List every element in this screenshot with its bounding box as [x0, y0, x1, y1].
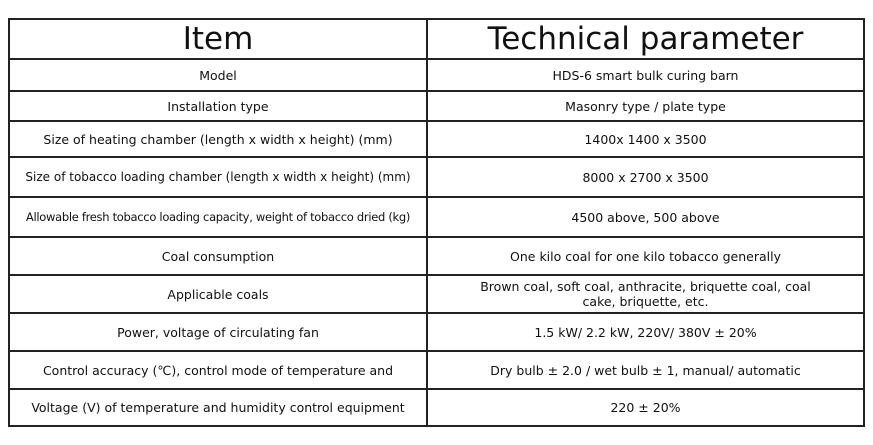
- spec-table: Item Technical parameter Model HDS-6 smar…: [8, 18, 865, 427]
- table-row: Size of tobacco loading chamber (length …: [8, 156, 865, 198]
- table-row: Installation type Masonry type / plate ty…: [8, 90, 865, 122]
- value-cell: One kilo coal for one kilo tobacco gener…: [426, 236, 865, 276]
- value-cell: HDS-6 smart bulk curing barn: [426, 58, 865, 92]
- item-cell: Installation type: [8, 90, 428, 122]
- value-cell: 1.5 kW/ 2.2 kW, 220V/ 380V ± 20%: [426, 312, 865, 352]
- header-parameter: Technical parameter: [426, 18, 865, 60]
- table-row: Power, voltage of circulating fan 1.5 kW/…: [8, 312, 865, 352]
- header-row: Item Technical parameter: [8, 18, 865, 60]
- value-cell: 8000 x 2700 x 3500: [426, 156, 865, 198]
- item-cell: Size of tobacco loading chamber (length …: [8, 156, 428, 198]
- item-cell: Model: [8, 58, 428, 92]
- value-cell: Dry bulb ± 2.0 / wet bulb ± 1, manual/ a…: [426, 350, 865, 390]
- table-row: Size of heating chamber (length x width …: [8, 120, 865, 158]
- header-item: Item: [8, 18, 428, 60]
- table-row: Applicable coals Brown coal, soft coal, a…: [8, 274, 865, 314]
- table-row: Model HDS-6 smart bulk curing barn: [8, 58, 865, 92]
- value-cell: 1400x 1400 x 3500: [426, 120, 865, 158]
- item-cell: Size of heating chamber (length x width …: [8, 120, 428, 158]
- value-cell: 220 ± 20%: [426, 388, 865, 427]
- value-cell: Masonry type / plate type: [426, 90, 865, 122]
- item-cell: Applicable coals: [8, 274, 428, 314]
- table-row: Coal consumption One kilo coal for one ki…: [8, 236, 865, 276]
- item-cell: Allowable fresh tobacco loading capacity…: [8, 196, 428, 238]
- item-cell: Voltage (V) of temperature and humidity …: [8, 388, 428, 427]
- table-row: Allowable fresh tobacco loading capacity…: [8, 196, 865, 238]
- value-cell: 4500 above, 500 above: [426, 196, 865, 238]
- item-cell: Control accuracy (℃), control mode of te…: [8, 350, 428, 390]
- value-cell: Brown coal, soft coal, anthracite, briqu…: [426, 274, 865, 314]
- item-cell: Coal consumption: [8, 236, 428, 276]
- item-cell: Power, voltage of circulating fan: [8, 312, 428, 352]
- table-row: Voltage (V) of temperature and humidity …: [8, 388, 865, 427]
- table-row: Control accuracy (℃), control mode of te…: [8, 350, 865, 390]
